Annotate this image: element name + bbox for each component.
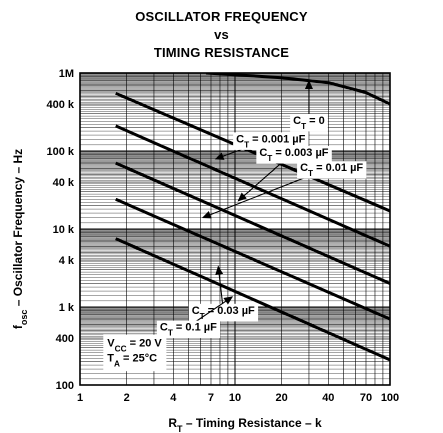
series-line <box>115 124 390 248</box>
x-tick-labels: 1 2 4 7 10 20 40 70 100 <box>77 392 399 404</box>
x-tick-label: 2 <box>124 392 130 404</box>
series-line <box>115 91 390 213</box>
series-line <box>115 197 390 321</box>
condition-text: VCC = 20 V <box>107 338 162 354</box>
series-label: CT = 0.003 µF <box>259 147 328 163</box>
x-tick-label: 7 <box>208 392 214 404</box>
series-label-bg <box>188 303 259 322</box>
series-label: CT = 0.001 µF <box>236 133 305 149</box>
y-tick-label: 100 k <box>46 146 74 158</box>
x-tick-label: 4 <box>170 392 177 404</box>
x-tick-label: 10 <box>229 392 241 404</box>
series-label: CT = 0.01 µF <box>300 162 363 178</box>
y-tick-label: 4 k <box>59 255 75 267</box>
series-label-bg <box>297 161 367 179</box>
y-axis-label: fosc – Oscillator Frequency – Hz <box>11 149 29 329</box>
series-label-bg <box>256 146 332 164</box>
series-line <box>205 73 390 106</box>
chart-title-line-2: vs <box>214 27 229 42</box>
annotation-leader <box>215 265 224 310</box>
series-label: CT = 0 <box>293 115 325 131</box>
y-tick-label: 100 <box>56 380 74 392</box>
x-tick-label: 20 <box>276 392 288 404</box>
y-tick-label: 1 k <box>59 302 75 314</box>
test-conditions: VCC = 20 VTA = 25°C <box>103 334 167 372</box>
y-tick-label: 10 k <box>53 224 75 236</box>
series-label: CT = 0.03 µF <box>192 305 255 321</box>
condition-text: TA = 25°C <box>107 353 157 369</box>
plot-border <box>79 72 391 386</box>
series-line <box>115 161 390 285</box>
chart-title-line-1: OSCILLATOR FREQUENCY <box>135 9 308 24</box>
series-label: CT = 0.1 µF <box>160 322 217 338</box>
conditions-bg <box>103 334 167 372</box>
x-tick-label: 1 <box>77 392 83 404</box>
plot-frame <box>79 72 391 386</box>
y-tick-label: 40 k <box>53 177 75 189</box>
series-label-bg <box>290 113 328 132</box>
x-axis-label: RT – Timing Resistance – k <box>168 416 322 433</box>
y-tick-label: 400 <box>56 333 74 345</box>
x-tick-label: 70 <box>360 392 372 404</box>
axis-labels: RT – Timing Resistance – k fosc – Oscilla… <box>11 149 322 433</box>
series-lines <box>115 73 390 362</box>
series-label-bg <box>156 320 221 339</box>
y-tick-labels: 100 400 1 k 4 k 10 k 40 k 100 k 400 k 1M <box>46 68 74 392</box>
x-tick-label: 100 <box>381 392 399 404</box>
x-tick-label: 40 <box>322 392 334 404</box>
y-tick-label: 1M <box>59 68 74 80</box>
chart-title-line-3: TIMING RESISTANCE <box>153 45 290 60</box>
series-line <box>115 237 390 362</box>
y-tick-label: 400 k <box>46 99 74 111</box>
series-label-bg <box>233 132 309 150</box>
